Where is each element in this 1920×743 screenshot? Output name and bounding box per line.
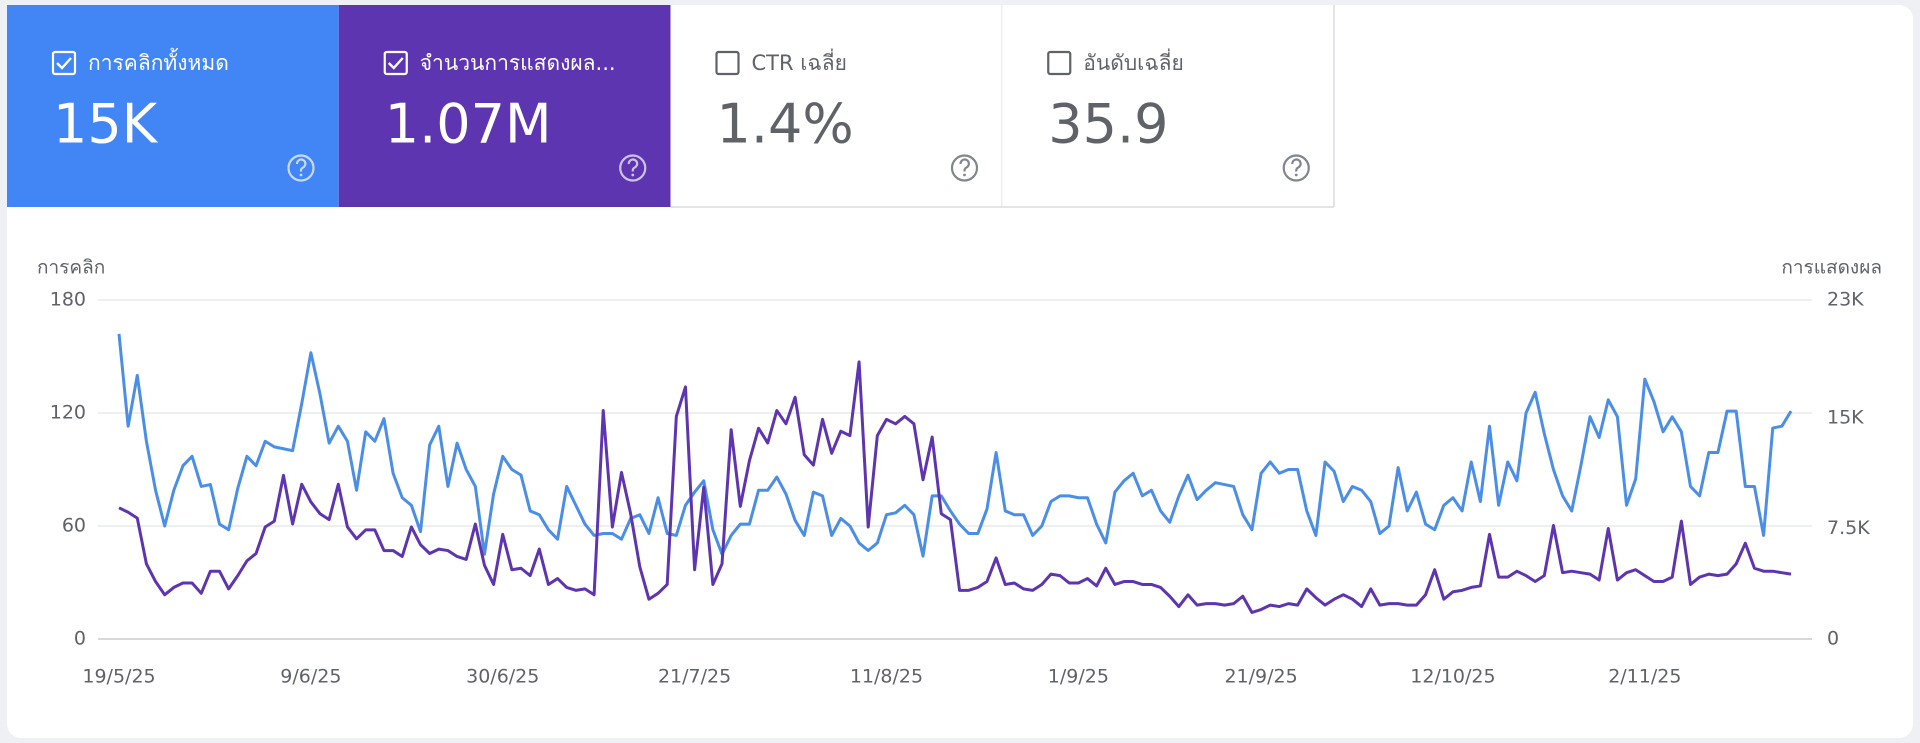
x-tick-label: 11/8/25 (850, 666, 923, 688)
y2-tick-label: 15K (1827, 406, 1864, 428)
help-icon-glyph (295, 158, 307, 172)
help-icon-glyph (627, 158, 639, 172)
x-tick-label: 1/9/25 (1048, 666, 1109, 688)
card-label: จำนวนการแสดงผล... (420, 51, 616, 75)
y-tick-label: 60 (62, 515, 86, 537)
checkbox[interactable] (51, 50, 77, 76)
metric-card[interactable] (7, 5, 339, 207)
x-tick-label: 30/6/25 (466, 666, 539, 688)
help-icon[interactable] (619, 154, 647, 182)
y-tick-label: 120 (50, 402, 86, 424)
help-icon[interactable] (287, 154, 315, 182)
checkbox[interactable] (715, 50, 740, 76)
x-tick-label: 2/11/25 (1608, 666, 1681, 688)
card-label: CTR เฉลี่ย (752, 48, 847, 75)
help-icon-dot (631, 173, 635, 177)
x-tick-label: 21/7/25 (658, 666, 731, 688)
series-line (118, 360, 1792, 614)
checkbox[interactable] (1047, 50, 1072, 76)
card-value: 35.9 (1048, 93, 1168, 156)
y2-tick-label: 0 (1827, 628, 1839, 650)
card-label: อันดับเฉลี่ย (1083, 48, 1184, 75)
card-value: 1.4% (717, 93, 854, 156)
help-icon-glyph (1291, 158, 1302, 172)
help-icon-dot (963, 173, 966, 177)
y2-tick-label: 7.5K (1827, 517, 1870, 539)
help-icon[interactable] (1282, 154, 1310, 182)
checkbox[interactable] (383, 50, 408, 76)
metric-card[interactable] (338, 5, 671, 207)
help-icon-glyph (959, 158, 970, 172)
y-axis-title: การคลิก (37, 257, 105, 279)
metric-card[interactable] (670, 5, 1003, 207)
x-tick-label: 12/10/25 (1410, 666, 1495, 688)
y2-axis-title: การแสดงผล (1781, 257, 1882, 279)
x-tick-label: 21/9/25 (1224, 666, 1297, 688)
x-tick-label: 9/6/25 (280, 666, 341, 688)
metric-card[interactable] (1002, 5, 1334, 207)
y2-tick-label: 23K (1827, 289, 1864, 311)
help-icon-dot (299, 173, 303, 177)
card-label: การคลิกทั้งหมด (88, 48, 229, 75)
card-value: 1.07M (385, 93, 552, 156)
card-value: 15K (53, 93, 159, 156)
y-tick-label: 180 (50, 289, 86, 311)
checkmark (387, 57, 404, 70)
series-line (117, 333, 1793, 558)
help-icon[interactable] (950, 154, 979, 182)
y-tick-label: 0 (74, 628, 86, 650)
help-icon-dot (1294, 173, 1298, 177)
x-tick-label: 19/5/25 (82, 666, 155, 688)
checkmark (56, 57, 72, 70)
